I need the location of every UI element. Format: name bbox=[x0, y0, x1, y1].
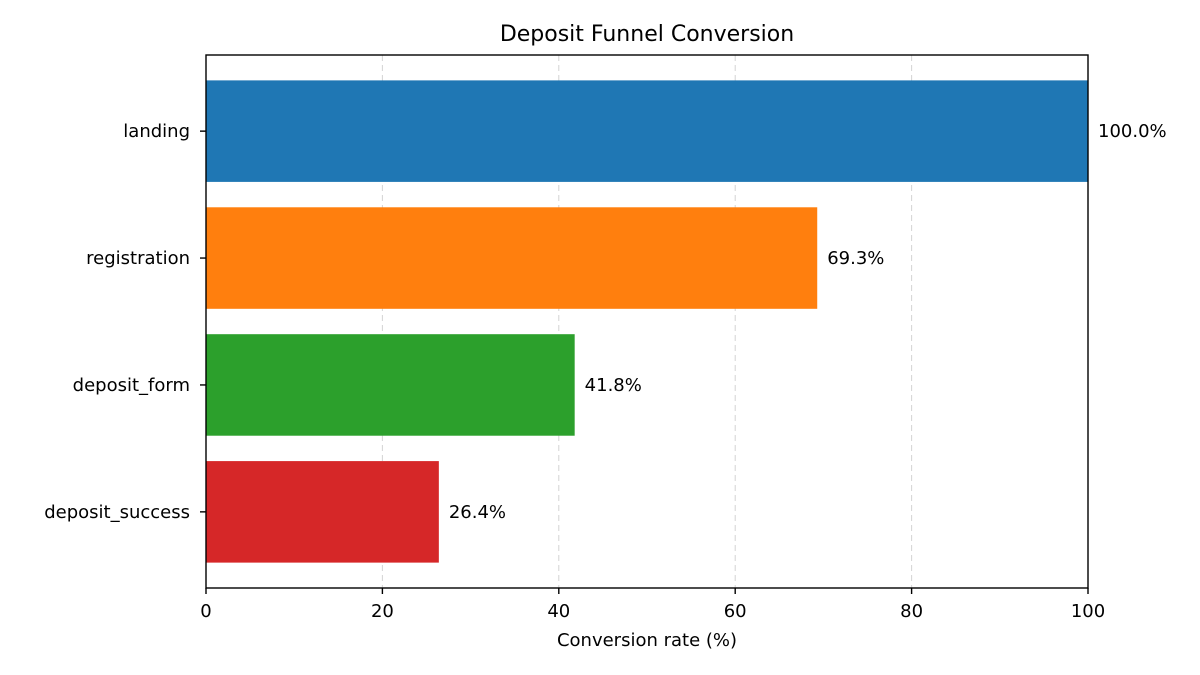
y-tick-label-deposit_form: deposit_form bbox=[73, 375, 190, 396]
data-label-landing: 100.0% bbox=[1098, 121, 1167, 142]
x-tick-label: 0 bbox=[200, 601, 211, 622]
bar-deposit_form bbox=[206, 334, 575, 436]
x-tick-label: 80 bbox=[900, 601, 923, 622]
chart-title: Deposit Funnel Conversion bbox=[500, 22, 794, 47]
bar-landing bbox=[206, 80, 1088, 182]
y-tick-label-landing: landing bbox=[123, 121, 190, 142]
x-tick-label: 20 bbox=[371, 601, 394, 622]
plot-frame bbox=[205, 54, 1089, 589]
x-tick-label: 60 bbox=[724, 601, 747, 622]
x-axis-title: Conversion rate (%) bbox=[557, 630, 737, 651]
data-labels-layer: 100.0% 69.3% 41.8% 26.4% bbox=[449, 121, 1167, 523]
y-tick-label-registration: registration bbox=[86, 248, 190, 269]
data-label-registration: 69.3% bbox=[827, 248, 884, 269]
y-tick-label-deposit_success: deposit_success bbox=[44, 502, 190, 523]
bars-layer bbox=[206, 80, 1088, 563]
bar-registration bbox=[206, 207, 818, 309]
y-axis-ticks: landing registration deposit_form deposit_s… bbox=[44, 121, 206, 523]
x-tick-label: 40 bbox=[547, 601, 570, 622]
x-tick-label: 100 bbox=[1071, 601, 1105, 622]
data-label-deposit_form: 41.8% bbox=[585, 375, 642, 396]
bar-deposit_success bbox=[206, 461, 439, 563]
data-label-deposit_success: 26.4% bbox=[449, 502, 506, 523]
x-axis-ticks: 0 20 40 60 80 100 bbox=[200, 588, 1105, 622]
